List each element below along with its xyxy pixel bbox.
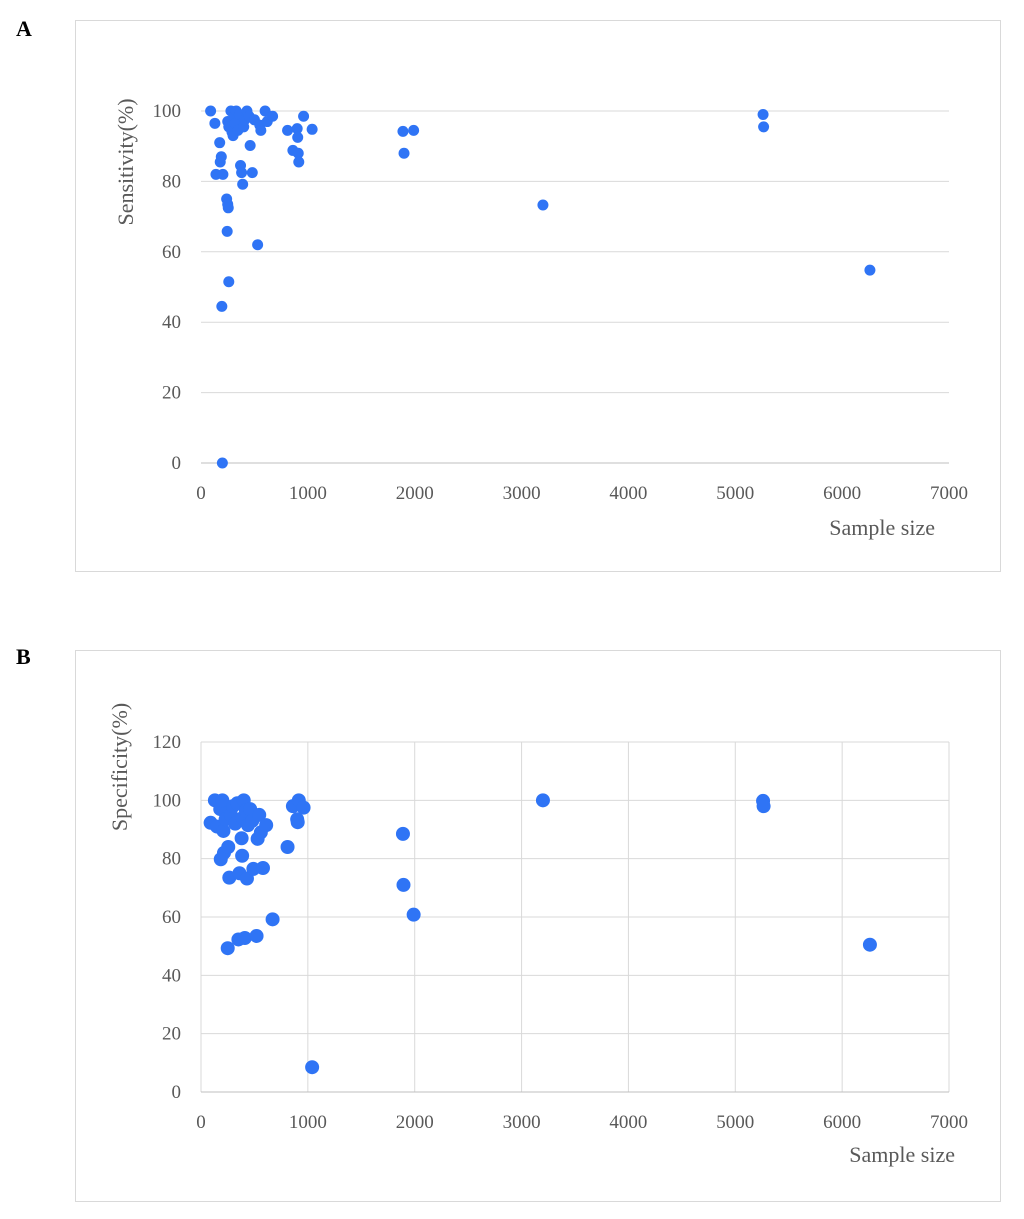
scatter-point (293, 156, 305, 168)
x-tick-label: 1000 (289, 1112, 327, 1133)
scatter-point (292, 131, 304, 143)
scatter-point (296, 800, 311, 815)
y-tick-label: 80 (162, 171, 181, 192)
scatter-point (246, 167, 258, 179)
scatter-point (280, 840, 295, 854)
scatter-point (406, 907, 421, 922)
x-axis-title: Sample size (849, 1142, 955, 1167)
scatter-point (267, 110, 279, 122)
y-axis-title: Sensitivity(%) (113, 98, 138, 225)
y-tick-label: 40 (162, 312, 181, 333)
specificity-scatter-chart: 0 20 40 60 80 100 120 0 1000 2000 3000 4000 5000 6000… (107, 703, 968, 1167)
scatter-point (282, 124, 294, 136)
scatter-point (221, 840, 236, 854)
scatter-point (244, 139, 256, 151)
scatter-point (290, 815, 305, 830)
scatter-point (397, 125, 409, 137)
x-tick-label: 6000 (823, 1112, 861, 1133)
scatter-point (398, 147, 410, 159)
x-tick-label: 5000 (716, 483, 754, 504)
y-axis-title: Specificity(%) (107, 703, 132, 831)
x-tick-label: 1000 (289, 483, 327, 504)
y-tick-label: 20 (162, 1024, 181, 1045)
y-tick-label: 0 (172, 1082, 182, 1103)
y-tick-label: 60 (162, 242, 181, 263)
scatter-point (306, 123, 318, 135)
scatter-point (862, 937, 877, 952)
x-tick-label: 3000 (503, 1112, 541, 1133)
scatter-point (408, 124, 420, 136)
y-tick-label: 40 (162, 965, 181, 986)
x-tick-label: 0 (196, 483, 206, 504)
scatter-point (396, 877, 411, 892)
x-tick-label: 5000 (716, 1112, 754, 1133)
scatter-point (255, 861, 270, 875)
scatter-point (216, 457, 228, 469)
x-tick-label: 7000 (930, 483, 968, 504)
scatter-point (757, 109, 769, 121)
x-tick-label: 0 (196, 1112, 206, 1133)
y-tick-label: 120 (153, 732, 182, 753)
scatter-point (217, 168, 229, 180)
x-tick-label: 7000 (930, 1112, 968, 1133)
scatter-point (215, 151, 227, 163)
scatter-point (864, 264, 876, 276)
scatter-point (395, 826, 410, 841)
scatter-point (215, 793, 230, 808)
panel-label-a: A (16, 16, 32, 41)
scatter-point (216, 823, 231, 838)
scatter-point (292, 147, 304, 159)
scatter-point (535, 793, 550, 808)
scatter-point (291, 123, 303, 135)
scatter-point (214, 137, 226, 149)
x-tick-label: 3000 (503, 483, 541, 504)
x-tick-label: 2000 (396, 1112, 434, 1133)
x-axis-title: Sample size (829, 515, 935, 540)
scatter-point (758, 121, 770, 133)
scatter-point (222, 202, 234, 214)
scatter-point (221, 225, 233, 237)
x-tick-label: 4000 (609, 483, 647, 504)
scatter-point (237, 931, 252, 945)
scatter-point (259, 818, 274, 833)
y-tick-label: 80 (162, 849, 181, 870)
scatter-point (205, 105, 217, 117)
scatter-point (220, 941, 235, 956)
panel-label-b: B (16, 644, 31, 669)
scatter-point (252, 239, 264, 251)
x-tick-label: 6000 (823, 483, 861, 504)
scatter-point (235, 848, 250, 863)
scatter-point (216, 300, 228, 312)
scatter-point (255, 124, 267, 136)
y-tick-label: 100 (153, 790, 182, 811)
x-tick-label: 2000 (396, 483, 434, 504)
scatter-point (209, 117, 221, 129)
scatter-point (305, 1060, 320, 1075)
scatter-point (223, 276, 235, 288)
scatter-point (298, 110, 310, 122)
scatter-point (234, 831, 249, 846)
scatter-point (252, 807, 267, 822)
scatter-point (237, 178, 249, 190)
scatter-point (249, 928, 264, 943)
scatter-point (265, 912, 280, 927)
y-tick-label: 20 (162, 383, 181, 404)
scatter-point (756, 799, 771, 814)
y-tick-label: 0 (172, 453, 182, 474)
chart-frame-sensitivity: 0 20 40 60 80 100 0 1000 2000 3000 4000 5000 6000 700… (75, 20, 1001, 572)
y-tick-label: 100 (153, 101, 182, 122)
y-tick-label: 60 (162, 907, 181, 928)
x-tick-label: 4000 (609, 1112, 647, 1133)
chart-frame-specificity: 0 20 40 60 80 100 120 0 1000 2000 3000 4000 5000 6000… (75, 650, 1001, 1202)
scatter-point (537, 199, 549, 211)
scatter-point (236, 167, 248, 179)
